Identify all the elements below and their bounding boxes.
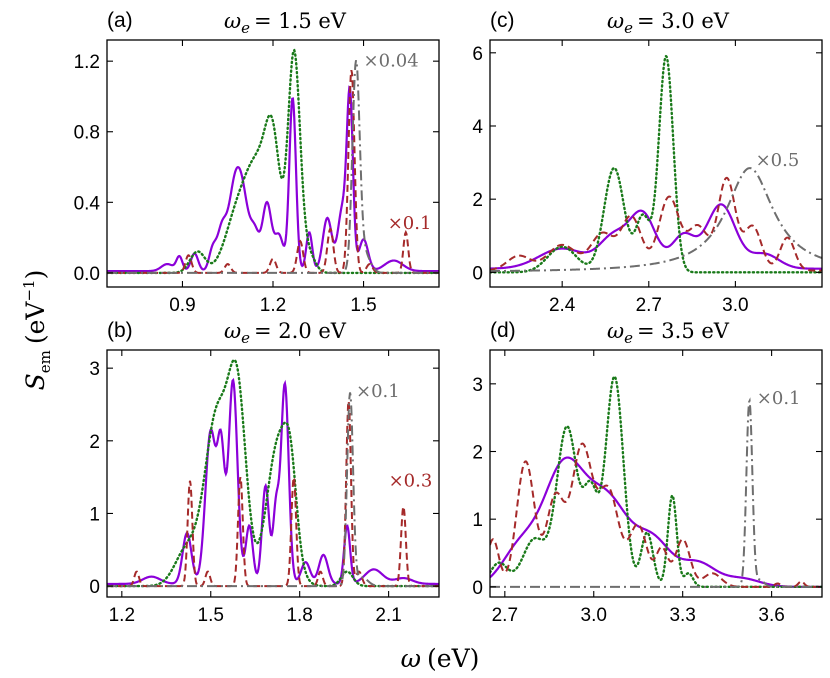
y-tick-label: 2 (472, 443, 483, 464)
series-group (490, 375, 822, 589)
y-tick-label: 2 (472, 190, 483, 211)
scale-annotation: ×0.1 (757, 388, 801, 409)
plot-frame (106, 349, 440, 598)
series-red-dashed (107, 69, 439, 274)
panel-a: 0.9 1.2 1.5 0.0 0.4 0.8 1.2 (a) ωe = 1.5 eV ×0.04 ×… (74, 9, 440, 316)
y-axis-label-exp: −1 (20, 279, 38, 301)
y-tick-label: 1 (89, 504, 100, 525)
panels-layer: 0.9 1.2 1.50.00.40.81.2(a) ωe = 1.5 eV×0.04×… (74, 9, 823, 626)
series-gray-dashdot (107, 59, 439, 274)
y-tick-label: 0 (472, 578, 483, 599)
x-tick-label: 3.6 (758, 605, 784, 626)
series-gray-dashdot (490, 167, 822, 273)
y-tick-label: 0 (89, 577, 100, 598)
panel-letter: (b) (107, 319, 133, 342)
x-tick-label: 1.5 (198, 605, 224, 626)
panel-title-value: = 2.0 eV (254, 319, 347, 343)
y-tick-label: 6 (472, 44, 483, 65)
x-tick-label: 1.2 (109, 605, 135, 626)
panel-title: ωe = 3.0 eV (607, 9, 730, 37)
y-axis-label-close: ) (21, 270, 50, 280)
y-tick-label: 1 (472, 510, 483, 531)
x-axis-label-unit: (eV) (427, 644, 479, 673)
panel-title-sub: e (624, 329, 633, 347)
series-green-dotted (490, 54, 822, 274)
y-tick-label: 0.8 (74, 123, 100, 144)
x-tick-label: 2.1 (375, 605, 401, 626)
panel-title-symbol: ω (607, 319, 624, 343)
plot-frame (489, 39, 823, 288)
series-purple-solid (107, 85, 439, 273)
y-axis-label-unit: (eV (21, 301, 50, 345)
y-axis-label: Sem (eV−1) (20, 270, 54, 391)
series-group (107, 48, 439, 275)
panel-title-symbol: ω (224, 9, 241, 33)
plot-frame (106, 39, 440, 288)
panel-title-symbol: ω (224, 319, 241, 343)
scale-annotation: ×0.04 (364, 50, 419, 71)
y-tick-label: 0.0 (74, 264, 100, 285)
panel-letter: (a) (107, 9, 133, 32)
y-tick-label: 0.4 (74, 193, 101, 214)
x-tick-label: 2.7 (636, 295, 662, 316)
panel-b: 1.2 1.5 1.8 2.1 0 1 2 3 (b) ωe = 2.0 eV ×0.1 ×0.3 (89, 319, 440, 626)
panel-letter: (d) (490, 319, 516, 342)
panel-title: ωe = 1.5 eV (224, 9, 347, 37)
series-red-dashed (490, 176, 822, 272)
series-gray-dashdot (107, 392, 439, 588)
series-group (107, 358, 439, 588)
plot-frame (489, 349, 823, 598)
y-tick-label: 4 (472, 117, 483, 138)
x-tick-label: 3.0 (722, 295, 748, 316)
panel-title: ωe = 3.5 eV (607, 319, 730, 347)
panel-c: 2.4 2.7 3.0 0 2 4 6 (c) ωe = 3.0 eV ×0.5 (472, 9, 823, 316)
x-tick-label: 3.3 (669, 605, 695, 626)
y-tick-label: 2 (89, 432, 100, 453)
x-tick-label: 2.7 (492, 605, 518, 626)
panel-letter: (c) (490, 9, 515, 32)
series-group (490, 54, 822, 274)
series-red-dashed (107, 400, 439, 588)
panel-d: 2.7 3.0 3.3 3.6 0 1 2 3 (d) ωe = 3.5 eV ×0.1 (472, 319, 823, 626)
x-tick-label: 1.5 (350, 295, 376, 316)
scale-annotation: ×0.1 (388, 213, 432, 234)
panel-title: ωe = 2.0 eV (224, 319, 347, 347)
panel-title-value: = 1.5 eV (254, 9, 347, 33)
y-tick-label: 3 (89, 359, 100, 380)
x-tick-label: 3.0 (581, 605, 607, 626)
x-tick-label: 1.2 (260, 295, 286, 316)
x-tick-label: 0.9 (169, 295, 195, 316)
panel-title-sub: e (241, 19, 250, 37)
panel-title-value: = 3.5 eV (637, 319, 730, 343)
y-axis-label-sub: em (36, 350, 54, 373)
y-tick-label: 3 (472, 375, 483, 396)
x-tick-label: 1.8 (286, 605, 312, 626)
scale-annotation: ×0.5 (756, 150, 800, 171)
panel-title-value: = 3.0 eV (637, 9, 730, 33)
panel-title-symbol: ω (607, 9, 624, 33)
y-axis-label-main: S (21, 373, 50, 390)
series-green-dotted (490, 375, 822, 589)
series-red-dashed (490, 442, 822, 588)
series-green-dotted (107, 48, 439, 275)
y-tick-label: 1.2 (74, 52, 100, 73)
scale-annotation: ×0.3 (389, 471, 433, 492)
series-purple-solid (490, 203, 822, 270)
x-axis-label-main: ω (401, 644, 421, 673)
x-axis-label: ω (eV) (401, 644, 480, 673)
y-tick-label: 0 (472, 263, 483, 284)
panel-title-sub: e (241, 329, 250, 347)
panel-title-sub: e (624, 19, 633, 37)
series-gray-dashdot (490, 397, 822, 588)
scale-annotation: ×0.1 (356, 381, 400, 402)
x-tick-label: 2.4 (549, 295, 576, 316)
